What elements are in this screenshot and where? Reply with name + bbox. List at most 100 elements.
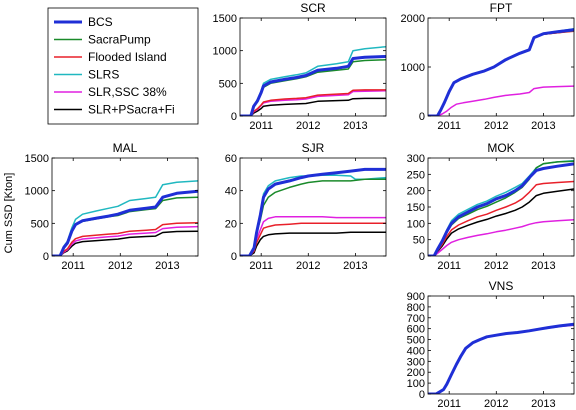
x-tick-label: 2013	[343, 260, 367, 272]
y-tick-label: 50	[413, 235, 425, 247]
series-lines	[52, 180, 198, 256]
panel-title: SJR	[302, 141, 325, 155]
panel-title: MOK	[487, 141, 514, 155]
legend: BCS SacraPump Flooded Island SLRS SLR,SSC 38…	[47, 7, 199, 125]
series-line-flooded-island	[240, 89, 386, 116]
panel-title: SCR	[300, 1, 326, 15]
x-tick-label: 2012	[296, 260, 320, 272]
plot-area	[428, 296, 574, 394]
series-line-bcs	[428, 162, 574, 256]
panel-title: MAL	[113, 141, 138, 155]
series-line-slr-ssc-38-	[428, 85, 574, 116]
series-line-slr-psacra-fi	[428, 188, 574, 256]
y-tick-label: 100	[407, 218, 425, 230]
y-tick-label: 2000	[401, 13, 425, 25]
x-tick-label: 2013	[155, 260, 179, 272]
series-line-bcs	[428, 28, 574, 116]
y-axis-label: Cum SSD [Kton]	[3, 173, 15, 254]
x-tick-label: 2011	[249, 120, 273, 132]
y-tick-label: 600	[407, 324, 425, 336]
x-tick-label: 2012	[296, 120, 320, 132]
plot-area	[428, 158, 574, 256]
y-tick-label: 200	[407, 186, 425, 198]
y-tick-label: 800	[407, 302, 425, 314]
axes-box	[239, 17, 387, 117]
legend-label: SLR,SSC 38%	[88, 85, 167, 99]
y-tick-label: 0	[419, 251, 425, 263]
series-line-flooded-island	[52, 221, 198, 256]
series-lines	[240, 45, 386, 116]
x-tick-label: 2011	[437, 260, 461, 272]
y-tick-label: 500	[31, 218, 49, 230]
y-tick-label: 0	[231, 111, 237, 123]
y-tick-label: 20	[225, 218, 237, 230]
axes-box	[239, 157, 387, 257]
legend-entry: SacraPump	[54, 33, 151, 47]
x-tick-label: 2012	[484, 120, 508, 132]
series-line-slr-psacra-fi	[240, 97, 386, 116]
y-tick-label: 200	[407, 367, 425, 379]
y-tick-label: 1500	[213, 13, 237, 25]
plot-area	[240, 18, 386, 116]
panel-title: VNS	[489, 279, 514, 293]
legend-entry: Flooded Island	[54, 50, 167, 64]
y-tick-label: 1000	[213, 46, 237, 58]
legend-entry: BCS	[54, 15, 113, 29]
series-lines	[428, 322, 574, 394]
legend-label: SLR+PSacra+Fi	[88, 103, 175, 117]
y-tick-label: 500	[407, 335, 425, 347]
series-line-slr-ssc-38-	[428, 218, 574, 256]
y-tick-label: 1000	[25, 186, 49, 198]
x-tick-label: 2011	[61, 260, 85, 272]
x-tick-label: 2011	[249, 260, 273, 272]
panel-mal: MAL 0 500 1000 1500 2011 2012 2013	[25, 141, 199, 272]
series-line-bcs	[428, 322, 574, 394]
legend-label: SLRS	[88, 68, 119, 82]
x-tick-label: 2012	[108, 260, 132, 272]
legend-label: Flooded Island	[88, 50, 167, 64]
panel-title: FPT	[490, 1, 513, 15]
y-tick-label: 100	[407, 378, 425, 390]
x-tick-label: 2013	[531, 260, 555, 272]
panel-sjr: SJR 0 20 40 60 2011 2012 2013	[225, 141, 387, 272]
y-tick-label: 0	[43, 251, 49, 263]
y-tick-label: 150	[407, 202, 425, 214]
y-tick-label: 500	[219, 78, 237, 90]
y-tick-label: 250	[407, 169, 425, 181]
x-tick-label: 2011	[437, 120, 461, 132]
y-tick-label: 40	[225, 186, 237, 198]
series-line-flooded-island	[428, 180, 574, 256]
y-tick-label: 0	[231, 251, 237, 263]
axes-box	[427, 295, 575, 395]
y-tick-label: 0	[419, 111, 425, 123]
y-tick-label: 1000	[401, 62, 425, 74]
legend-entry: SLR,SSC 38%	[54, 85, 167, 99]
series-lines	[428, 159, 574, 256]
plot-area	[52, 158, 198, 256]
panel-mok: MOK 0 50 100 150 200 250 300 2011 2012 2013	[407, 141, 575, 272]
panel-fpt: FPT 0 1000 2000 2011 2012 2013	[401, 1, 575, 132]
x-tick-label: 2013	[531, 398, 555, 410]
y-tick-label: 300	[407, 153, 425, 165]
y-tick-label: 60	[225, 153, 237, 165]
panel-scr: SCR 0 500 1000 1500 2011 2012 2013	[213, 1, 387, 132]
x-tick-label: 2012	[484, 260, 508, 272]
y-tick-label: 700	[407, 313, 425, 325]
y-tick-label: 400	[407, 345, 425, 357]
y-tick-label: 1500	[25, 153, 49, 165]
axes-box	[51, 157, 199, 257]
x-tick-label: 2011	[437, 398, 461, 410]
y-tick-label: 0	[419, 389, 425, 401]
series-line-bcs	[240, 167, 386, 256]
series-line-bcs	[52, 189, 198, 256]
x-tick-label: 2012	[484, 398, 508, 410]
x-tick-label: 2013	[531, 120, 555, 132]
series-line-bcs	[240, 55, 386, 116]
legend-entry: SLRS	[54, 68, 119, 82]
series-lines	[428, 28, 574, 116]
legend-entry: SLR+PSacra+Fi	[54, 103, 175, 117]
legend-label: BCS	[88, 15, 113, 29]
